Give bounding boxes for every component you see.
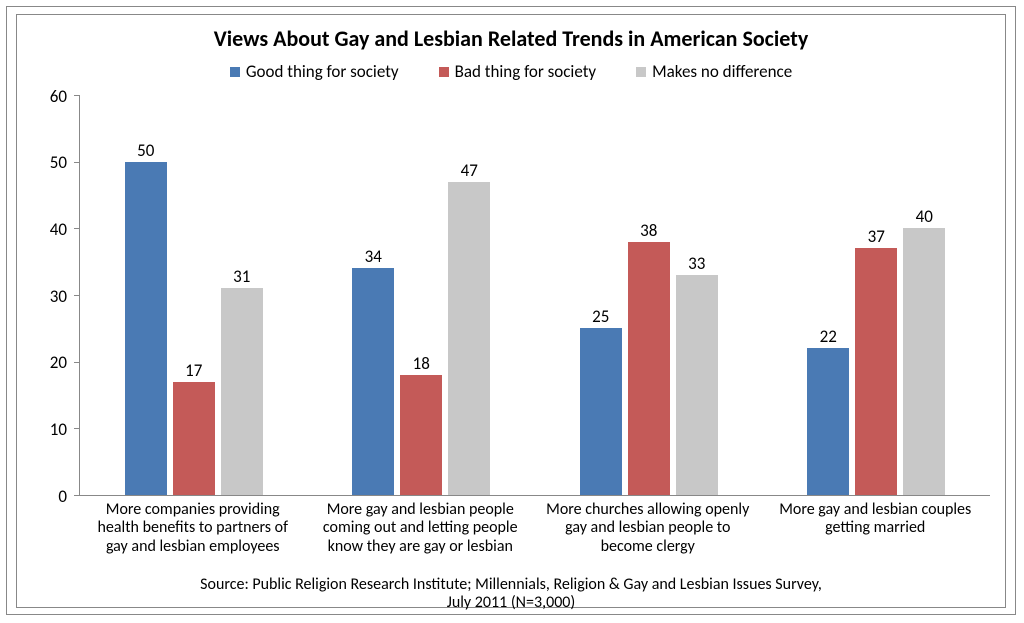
x-category-label: More companies providing health benefits… — [85, 501, 301, 556]
x-category-label: More gay and lesbian people coming out a… — [313, 501, 529, 556]
bar-value-label: 17 — [173, 360, 215, 381]
bar: 38 — [628, 242, 670, 495]
bar: 50 — [125, 162, 167, 495]
bar-value-label: 38 — [628, 220, 670, 241]
bar-group: 501731 — [125, 162, 263, 495]
x-category-label: More gay and lesbian couples getting mar… — [768, 501, 984, 538]
plot-area: 501731341847253833223740 — [79, 95, 990, 496]
bar-value-label: 25 — [580, 306, 622, 327]
y-tick-label: 20 — [17, 352, 67, 373]
bar: 22 — [807, 348, 849, 495]
y-tick-label: 0 — [17, 486, 67, 507]
bar-value-label: 33 — [676, 253, 718, 274]
legend-item: Good thing for society — [230, 61, 399, 82]
bar: 33 — [676, 275, 718, 495]
bar-value-label: 18 — [400, 353, 442, 374]
bar-group: 223740 — [807, 228, 945, 495]
bar-value-label: 47 — [448, 160, 490, 181]
bar-value-label: 50 — [125, 140, 167, 161]
legend-label: Bad thing for society — [455, 61, 597, 82]
bar: 17 — [173, 382, 215, 495]
y-tick-label: 50 — [17, 152, 67, 173]
bar-value-label: 34 — [352, 246, 394, 267]
legend-swatch — [230, 67, 240, 77]
legend-item: Makes no difference — [636, 61, 792, 82]
y-tick-label: 40 — [17, 219, 67, 240]
bar-group: 341847 — [352, 182, 490, 495]
bar: 25 — [580, 328, 622, 495]
bar: 37 — [855, 248, 897, 495]
bar-value-label: 31 — [221, 266, 263, 287]
bar: 34 — [352, 268, 394, 495]
bar-group: 253833 — [580, 242, 718, 495]
legend: Good thing for society Bad thing for soci… — [17, 61, 1005, 82]
legend-item: Bad thing for society — [439, 61, 597, 82]
source-line-2: July 2011 (N=3,000) — [17, 593, 1005, 612]
chart-title: Views About Gay and Lesbian Related Tren… — [17, 25, 1005, 52]
bar-value-label: 22 — [807, 326, 849, 347]
bar: 40 — [903, 228, 945, 495]
bar-value-label: 40 — [903, 206, 945, 227]
bar: 47 — [448, 182, 490, 495]
legend-swatch — [636, 67, 646, 77]
chart-frame: Views About Gay and Lesbian Related Tren… — [16, 14, 1006, 608]
y-tick-label: 60 — [17, 86, 67, 107]
x-category-label: More churches allowing openly gay and le… — [540, 501, 756, 556]
bar: 31 — [221, 288, 263, 495]
legend-label: Good thing for society — [246, 61, 399, 82]
y-tick-label: 10 — [17, 419, 67, 440]
y-tick-label: 30 — [17, 286, 67, 307]
source-line-1: Source: Public Religion Research Institu… — [17, 575, 1005, 594]
bar-value-label: 37 — [855, 226, 897, 247]
legend-label: Makes no difference — [652, 61, 792, 82]
bar: 18 — [400, 375, 442, 495]
legend-swatch — [439, 67, 449, 77]
